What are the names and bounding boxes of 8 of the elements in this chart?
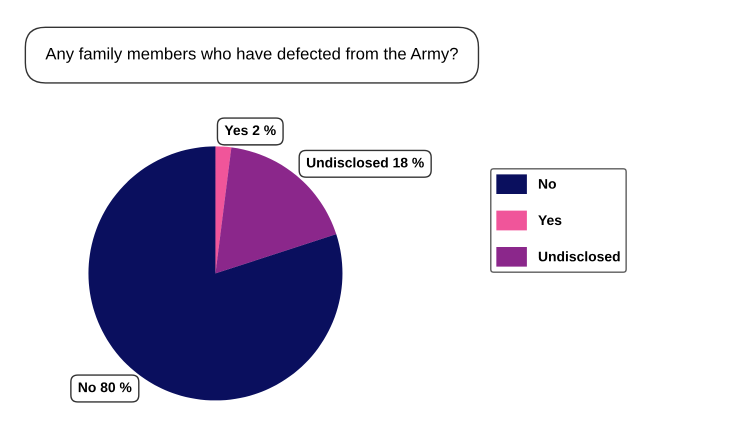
legend-label: Yes: [538, 215, 562, 226]
data-label: Undisclosed 18 %: [306, 157, 424, 168]
data-label: Yes 2 %: [224, 125, 276, 136]
legend-label: No: [538, 179, 556, 189]
chart-title: Any family members who have defected from the Army?: [45, 47, 458, 63]
legend-label: Undisclosed: [538, 251, 620, 262]
data-label: No 80 %: [78, 382, 132, 392]
pie-slice: [215, 146, 232, 274]
